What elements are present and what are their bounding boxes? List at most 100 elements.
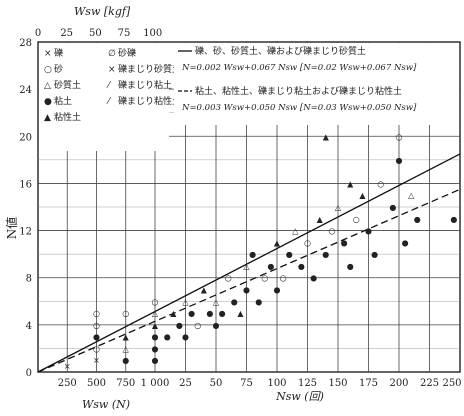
x-nsw-tick-label: 125 <box>298 378 317 389</box>
data-point: △ <box>408 191 415 200</box>
data-point: ● <box>255 297 262 306</box>
data-point: ▲ <box>201 286 208 295</box>
data-point: ● <box>322 250 329 259</box>
data-point: ● <box>213 321 220 330</box>
legend-label: 粘性土 <box>54 111 81 123</box>
data-point: ○ <box>328 227 335 236</box>
legend-line-text: 粘土、粘性土、礫まじり粘土および礫まじり粘性土 <box>195 85 402 97</box>
legend-formula-box <box>174 43 459 125</box>
data-point: ○ <box>304 238 311 247</box>
y-tick-label: 12 <box>19 227 32 238</box>
data-point: ○ <box>122 309 129 318</box>
data-point: ● <box>182 333 189 342</box>
top-tick-label: 75 <box>118 28 131 39</box>
data-point: ● <box>122 356 129 365</box>
data-point: ● <box>206 309 213 318</box>
top-axis-label: Wsw [kgf] <box>74 5 131 18</box>
data-point: ○ <box>93 344 100 353</box>
data-point: ● <box>219 309 226 318</box>
data-point: ○ <box>280 274 287 283</box>
legend-line-formula: N=0.002 Wsw+0.067 Nsw [N=0.02 Wsw+0.067 … <box>181 63 417 73</box>
legend-symbol: ▲ <box>44 113 51 123</box>
legend-symbol: × <box>44 49 52 59</box>
top-tick-label: 25 <box>60 28 73 39</box>
x-nsw-tick-label: 150 <box>328 378 347 389</box>
regression-line-dashed <box>37 188 461 373</box>
data-point: ● <box>176 321 183 330</box>
data-point: ○ <box>194 321 201 330</box>
y-tick-label: 24 <box>19 85 32 96</box>
data-point: ○ <box>93 309 100 318</box>
legend-label: 砂質土 <box>54 79 81 91</box>
data-points: ××○●○○●△▲○●●●▲△○●▲●△●●○▲●●△●○●▲●△●●○●●▲○… <box>64 109 458 371</box>
x-wsw-tick-label: 500 <box>87 378 106 389</box>
data-point: ○ <box>93 321 100 330</box>
legend: × 礫○ 砂△ 砂質土● 粘土▲ 粘性土∅ 砂礫× 礫まじり砂質土⁄ 礫まじり粘土⁄ 礫まじり粘性… <box>39 43 459 151</box>
x-nsw-tick-label: 25 <box>179 378 192 389</box>
data-point: ● <box>402 238 409 247</box>
y-axis-label: N値 <box>4 217 19 240</box>
legend-line-text: 礫、砂、砂質土、礫および礫まじり砂質土 <box>195 45 366 57</box>
x-nsw-tick-label: 250 <box>442 378 461 389</box>
data-point: ▲ <box>274 238 281 247</box>
data-point: ● <box>347 262 354 271</box>
x-nsw-tick-label: 75 <box>240 378 253 389</box>
regression-line-solid <box>37 153 461 373</box>
data-point: ● <box>93 333 100 342</box>
data-point: ● <box>371 250 378 259</box>
x-nsw-tick-label: 200 <box>389 378 408 389</box>
legend-symbol: ∅ <box>108 49 116 59</box>
data-point: ● <box>164 333 171 342</box>
legend-symbol: ● <box>44 97 52 107</box>
data-point: ○ <box>261 274 268 283</box>
data-point: △ <box>123 344 130 353</box>
data-point: ● <box>249 250 256 259</box>
data-point: × <box>64 362 71 371</box>
x-nsw-tick-label: 100 <box>267 378 286 389</box>
data-point: ○ <box>396 132 403 141</box>
y-tick-label: 20 <box>19 132 32 143</box>
data-point: ● <box>365 227 372 236</box>
data-point: △ <box>152 309 159 318</box>
legend-label: 砂 <box>54 63 63 75</box>
data-point: ▲ <box>359 191 366 200</box>
data-point: ● <box>396 156 403 165</box>
data-point: △ <box>335 203 342 212</box>
data-point: △ <box>243 262 250 271</box>
data-point: × <box>93 356 100 365</box>
x-wsw-tick-label: 1 000 <box>141 378 170 389</box>
data-point: ● <box>243 286 250 295</box>
x-wsw-tick-label: 250 <box>58 378 77 389</box>
legend-line-formula: N=0.003 Wsw+0.050 Nsw [N=0.03 Wsw+0.050 … <box>181 103 417 113</box>
data-point: ○ <box>225 274 232 283</box>
data-point: ● <box>152 356 159 365</box>
y-tick-label: 28 <box>19 38 32 49</box>
legend-label: 礫まじり粘性土 <box>118 95 181 107</box>
data-point: ▲ <box>123 333 130 342</box>
legend-symbol: ⁄ <box>106 97 112 107</box>
legend-label: 粘土 <box>54 95 72 107</box>
x-nsw-axis-label: Nsw (回) <box>275 390 324 403</box>
y-tick-label: 16 <box>19 179 32 190</box>
x-nsw-tick-label: 225 <box>420 378 439 389</box>
data-point: ▲ <box>347 179 354 188</box>
data-point: ● <box>341 238 348 247</box>
data-point: ○ <box>377 179 384 188</box>
data-point: ● <box>152 333 159 342</box>
y-tick-label: 8 <box>26 274 32 285</box>
legend-label: 砂礫 <box>118 47 136 59</box>
legend-label: 礫まじり粘土 <box>118 79 172 91</box>
data-point: ● <box>152 344 159 353</box>
x-wsw-tick-label: 750 <box>116 378 135 389</box>
data-point: △ <box>213 297 220 306</box>
data-point: ▲ <box>323 132 330 141</box>
legend-symbol: × <box>108 65 116 75</box>
data-point: ▲ <box>152 321 159 330</box>
data-point: ▲ <box>317 215 324 224</box>
data-point: ● <box>310 274 317 283</box>
legend-marker-box <box>39 43 169 151</box>
top-tick-label: 0 <box>35 28 41 39</box>
